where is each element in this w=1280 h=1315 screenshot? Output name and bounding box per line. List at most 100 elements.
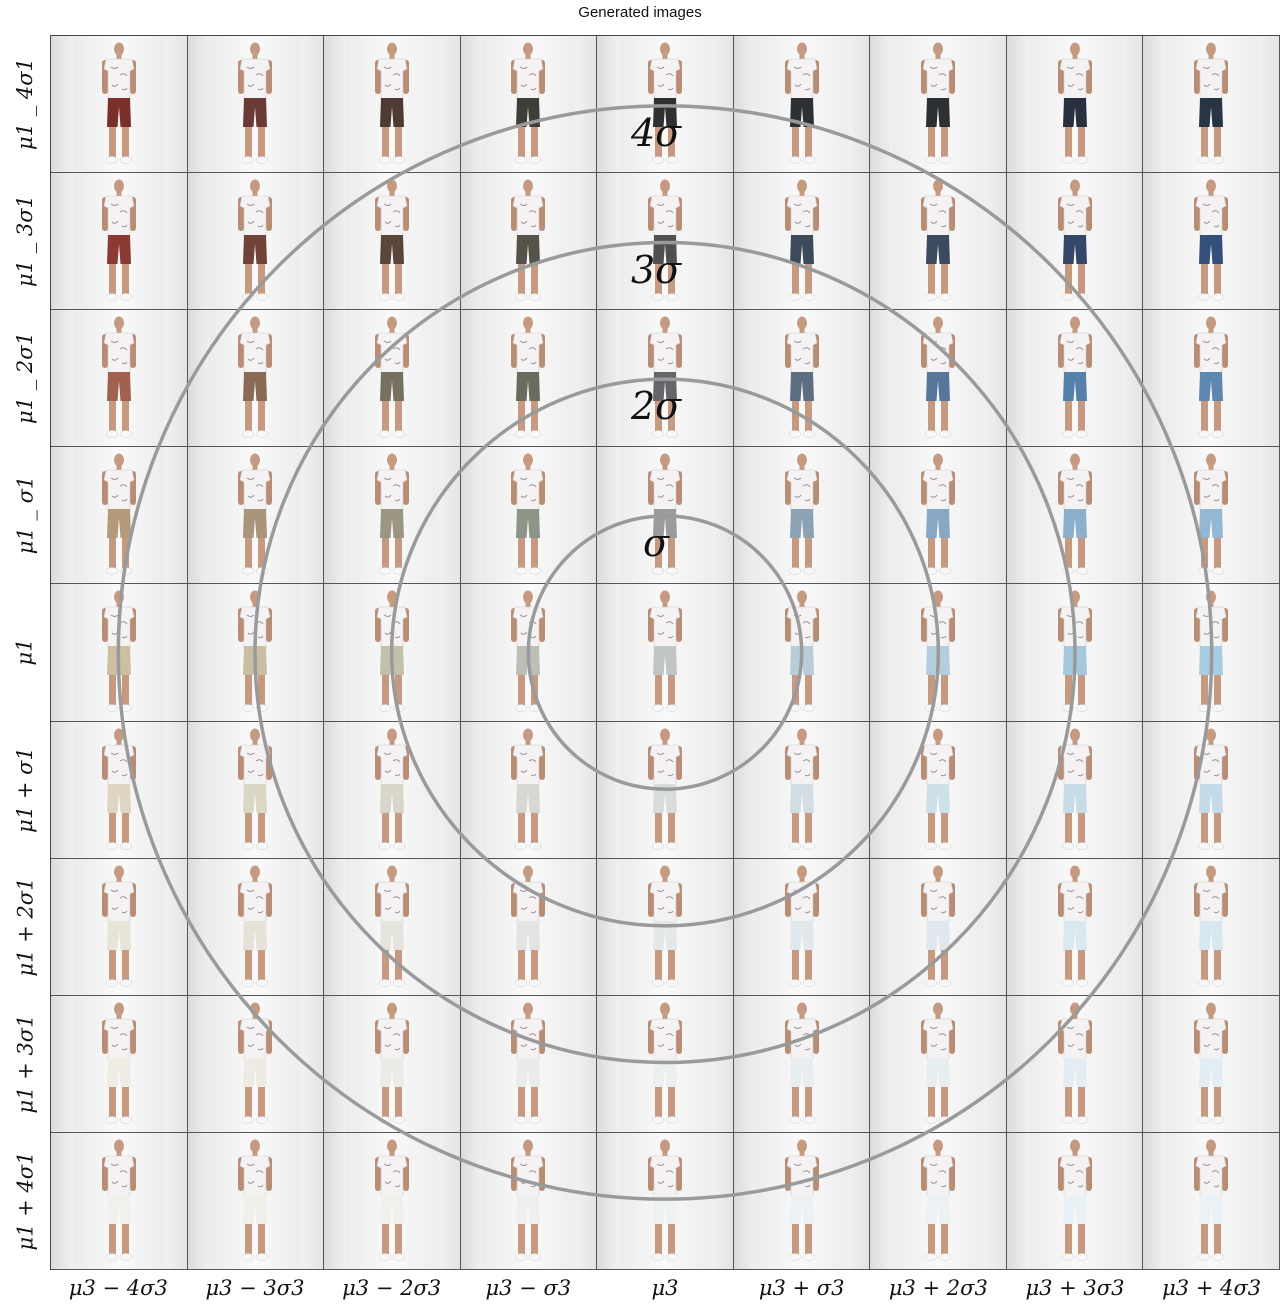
model-figure-icon [921, 42, 956, 164]
generated-image [51, 995, 188, 1133]
generated-image [187, 36, 325, 174]
generated-image [324, 721, 461, 859]
generated-image [460, 1132, 598, 1270]
generated-image [870, 995, 1007, 1133]
model-figure-icon [101, 42, 136, 164]
model-figure-icon [921, 1002, 956, 1124]
generated-image [460, 721, 598, 859]
generated-image [187, 1132, 325, 1270]
column-label: μ3 + 4σ3 [1162, 1276, 1262, 1300]
generated-image [733, 1132, 871, 1270]
generated-image [1143, 858, 1280, 996]
generated-image [460, 447, 598, 585]
model-figure-icon [647, 590, 682, 713]
model-figure-icon [511, 316, 546, 438]
model-figure-icon [1194, 316, 1229, 438]
generated-image [460, 310, 598, 448]
row-label: μ1 _ σ1 [0, 447, 50, 584]
model-figure-icon [921, 590, 956, 713]
generated-image [324, 36, 461, 174]
model-figure-icon [374, 1139, 409, 1261]
model-figure-icon [784, 865, 819, 987]
model-figure-icon [921, 316, 956, 438]
generated-image [324, 995, 461, 1133]
model-figure-icon [1194, 865, 1229, 987]
generated-image [733, 584, 871, 722]
model-figure-icon [647, 865, 682, 987]
model-figure-icon [374, 1002, 409, 1124]
generated-image [870, 310, 1007, 448]
model-figure-icon [238, 453, 273, 576]
model-figure-icon [238, 179, 273, 301]
model-figure-icon [1057, 316, 1092, 438]
model-figure-icon [101, 865, 136, 987]
generated-image [51, 310, 188, 448]
generated-image [597, 1132, 734, 1270]
column-label: μ3 [651, 1276, 679, 1300]
model-figure-icon [1194, 590, 1229, 713]
model-figure-icon [1194, 1139, 1229, 1261]
model-figure-icon [784, 453, 819, 576]
model-figure-icon [101, 1002, 136, 1124]
generated-image [597, 721, 734, 859]
generated-image [1006, 1132, 1144, 1270]
generated-image [597, 584, 734, 722]
model-figure-icon [647, 728, 682, 850]
generated-image [187, 858, 325, 996]
model-figure-icon [511, 865, 546, 987]
generated-image [460, 858, 598, 996]
generated-image [597, 995, 734, 1133]
figure-title: Generated images [578, 4, 702, 21]
model-figure-icon [101, 316, 136, 438]
model-figure-icon [238, 728, 273, 850]
generated-image [324, 310, 461, 448]
model-figure-icon [1057, 1139, 1092, 1261]
ring-label-4: 4σ [631, 110, 682, 155]
generated-image [1006, 310, 1144, 448]
generated-image [1006, 995, 1144, 1133]
row-label: μ1 _ 3σ1 [0, 172, 50, 309]
generated-image [1143, 173, 1280, 311]
model-figure-icon [1057, 865, 1092, 987]
generated-image [597, 858, 734, 996]
generated-image [51, 721, 188, 859]
model-figure-icon [101, 590, 136, 713]
model-figure-icon [921, 1139, 956, 1261]
generated-image [324, 447, 461, 585]
generated-image [51, 447, 188, 585]
generated-image [1006, 721, 1144, 859]
model-figure-icon [1057, 453, 1092, 576]
model-figure-icon [784, 316, 819, 438]
model-figure-icon [1057, 590, 1092, 713]
generated-image [1006, 584, 1144, 722]
model-figure-icon [511, 728, 546, 850]
generated-image [51, 858, 188, 996]
generated-image [870, 1132, 1007, 1270]
ring-label-1: σ [643, 520, 669, 565]
model-figure-icon [374, 42, 409, 164]
generated-image [324, 584, 461, 722]
model-figure-icon [784, 728, 819, 850]
ring-label-3: 3σ [631, 247, 682, 292]
generated-image [51, 173, 188, 311]
row-label-text: μ1 _ 4σ1 [13, 57, 38, 150]
model-figure-icon [647, 1002, 682, 1124]
model-figure-icon [101, 453, 136, 576]
generated-image [187, 173, 325, 311]
generated-image [1006, 447, 1144, 585]
model-figure-icon [1194, 42, 1229, 164]
column-label: μ3 + 3σ3 [1025, 1276, 1125, 1300]
row-label-text: μ1 _ 3σ1 [13, 194, 38, 287]
model-figure-icon [784, 1139, 819, 1261]
generated-image [324, 858, 461, 996]
model-figure-icon [921, 865, 956, 987]
row-label: μ1 _ 4σ1 [0, 35, 50, 172]
model-figure-icon [921, 179, 956, 301]
model-figure-icon [101, 1139, 136, 1261]
row-label-text: μ1 + 2σ1 [13, 877, 38, 977]
row-label: μ1 [0, 584, 50, 721]
row-label: μ1 + 4σ1 [0, 1133, 50, 1270]
model-figure-icon [1057, 1002, 1092, 1124]
model-figure-icon [647, 1139, 682, 1261]
generated-image [51, 584, 188, 722]
